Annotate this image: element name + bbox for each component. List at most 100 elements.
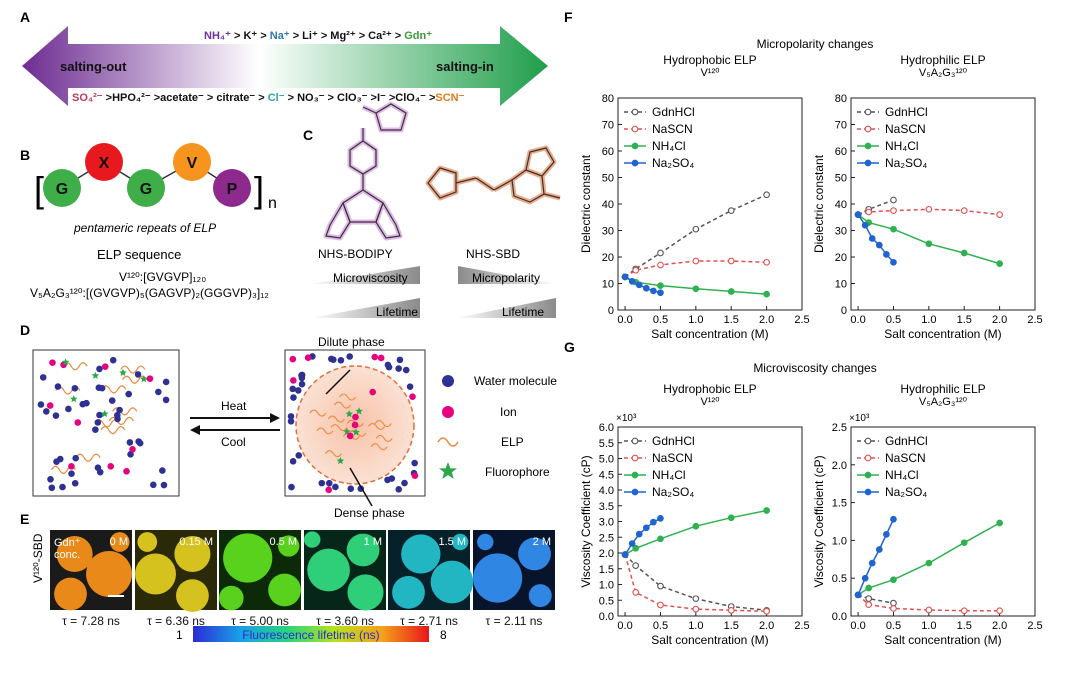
bodipy-lifetime-wedge xyxy=(310,298,420,318)
elp-repeat-panel: [ ] n G X G V P pentameric repeats of ELP EL… xyxy=(30,143,277,300)
data-point xyxy=(763,507,770,514)
sbd-sensitivity-label: Micropolarity xyxy=(472,271,540,285)
elp-bead xyxy=(173,143,211,181)
y-tick-label: 30 xyxy=(835,226,847,238)
panel-label-a: A xyxy=(20,9,30,25)
series-line xyxy=(857,594,894,604)
legend-marker xyxy=(631,471,639,479)
elp-bead-letter: V xyxy=(187,155,198,172)
chart-title: Hydrophilic ELP xyxy=(900,382,985,396)
y-tick-label: 1.0 xyxy=(832,535,847,547)
elp-bead xyxy=(213,169,251,207)
condensate-droplet xyxy=(307,548,350,592)
y-tick-label: 50 xyxy=(602,173,614,185)
legend-label: NaSCN xyxy=(885,451,926,465)
data-point xyxy=(650,518,657,526)
water-molecule xyxy=(289,385,297,393)
water-molecule xyxy=(72,454,79,462)
water-molecule xyxy=(384,476,391,484)
ion xyxy=(289,355,297,363)
probe-panel: NHS-BODIPY NHS-SBD Microviscosity Lifeti… xyxy=(310,101,561,319)
y-tick-label: 1.0 xyxy=(599,580,614,592)
data-point xyxy=(763,290,770,298)
fluorophore xyxy=(352,428,360,436)
ion xyxy=(101,363,109,370)
water-molecule xyxy=(71,384,79,392)
series-line xyxy=(857,518,895,596)
data-point xyxy=(692,285,700,293)
x-tick-label: 0.5 xyxy=(653,314,668,326)
data-point xyxy=(996,519,1003,527)
elp-chain xyxy=(374,420,392,428)
fluorophore xyxy=(91,371,100,379)
flim-corner-label-1: Gdn⁺ xyxy=(54,537,81,549)
x-tick-label: 2.5 xyxy=(1027,314,1042,326)
x-tick-label: 1.5 xyxy=(957,314,972,326)
y-tick-label: 40 xyxy=(602,199,614,211)
water-molecule xyxy=(402,366,410,374)
repeat-subscript: n xyxy=(268,195,277,212)
legend-water: Water molecule xyxy=(474,374,557,388)
legend-label: GdnHCl xyxy=(885,434,928,448)
elp-chain xyxy=(330,424,348,432)
condensate-droplet xyxy=(518,537,551,571)
water-molecule xyxy=(92,426,99,433)
y-tick-label: 0.5 xyxy=(832,573,847,585)
legend-marker xyxy=(631,142,639,150)
water-molecule xyxy=(48,484,56,492)
panel-label-b: B xyxy=(20,147,30,163)
data-point xyxy=(727,207,735,214)
water-molecule xyxy=(406,383,414,390)
legend-marker xyxy=(864,488,872,496)
hofmeister-ion-text: > NO₃⁻ > ClO₃⁻ >I⁻ >ClO₄⁻ > xyxy=(285,92,436,104)
water-molecule xyxy=(135,438,142,445)
elp-bead-letter: X xyxy=(99,155,110,172)
water-molecule xyxy=(59,483,66,491)
water-molecule xyxy=(395,365,402,372)
dense-phase-label: Dense phase xyxy=(334,506,405,520)
x-tick-label: 0.0 xyxy=(850,620,865,632)
lifetime-colorbar xyxy=(193,626,429,642)
ion xyxy=(325,486,332,494)
water-molecule xyxy=(54,383,62,390)
condensate-droplet xyxy=(430,560,474,604)
y-tick-label: 5.0 xyxy=(599,454,614,466)
elp-chain xyxy=(75,453,101,462)
y-tick-label: 50 xyxy=(835,173,847,185)
hofmeister-ion-text: Gdn⁺ xyxy=(404,30,432,42)
x-tick-label: 0.0 xyxy=(850,314,865,326)
data-point xyxy=(632,544,640,552)
y-multiplier: ×10³ xyxy=(616,413,637,424)
condensate-droplet xyxy=(109,532,130,552)
legend-label: NaSCN xyxy=(885,122,926,136)
legend-marker xyxy=(631,437,639,445)
ion xyxy=(377,354,385,362)
data-point xyxy=(883,531,890,538)
chart-subtitle: V₅A₂G₃¹²⁰ xyxy=(919,67,968,79)
water-molecule xyxy=(53,458,60,466)
flim-concentration: 1 M xyxy=(364,536,382,548)
ion xyxy=(49,359,56,366)
data-point xyxy=(883,251,890,258)
elp-chain xyxy=(101,385,127,394)
elp-chain xyxy=(327,415,345,423)
condensate-droplet xyxy=(401,534,441,574)
x-tick-label: 1.0 xyxy=(688,620,703,632)
x-tick-label: 1.5 xyxy=(724,620,739,632)
data-point xyxy=(861,574,869,582)
chart-subtitle: V¹²⁰ xyxy=(700,396,720,408)
data-point xyxy=(890,576,897,584)
chart-title: Hydrophobic ELP xyxy=(663,382,756,396)
legend-label: GdnHCl xyxy=(652,434,695,448)
data-point xyxy=(865,584,873,592)
flim-panel: V¹²⁰-SBD 0 M τ = 7.28 ns 0.15 M τ = 6.36 ns… xyxy=(31,530,555,642)
y-tick-label: 60 xyxy=(602,146,614,158)
condensate-droplet xyxy=(473,553,523,603)
data-point xyxy=(657,535,664,543)
x-tick-label: 2.0 xyxy=(992,314,1007,326)
legend-label: Na₂SO₄ xyxy=(885,156,927,170)
data-point xyxy=(628,278,636,285)
